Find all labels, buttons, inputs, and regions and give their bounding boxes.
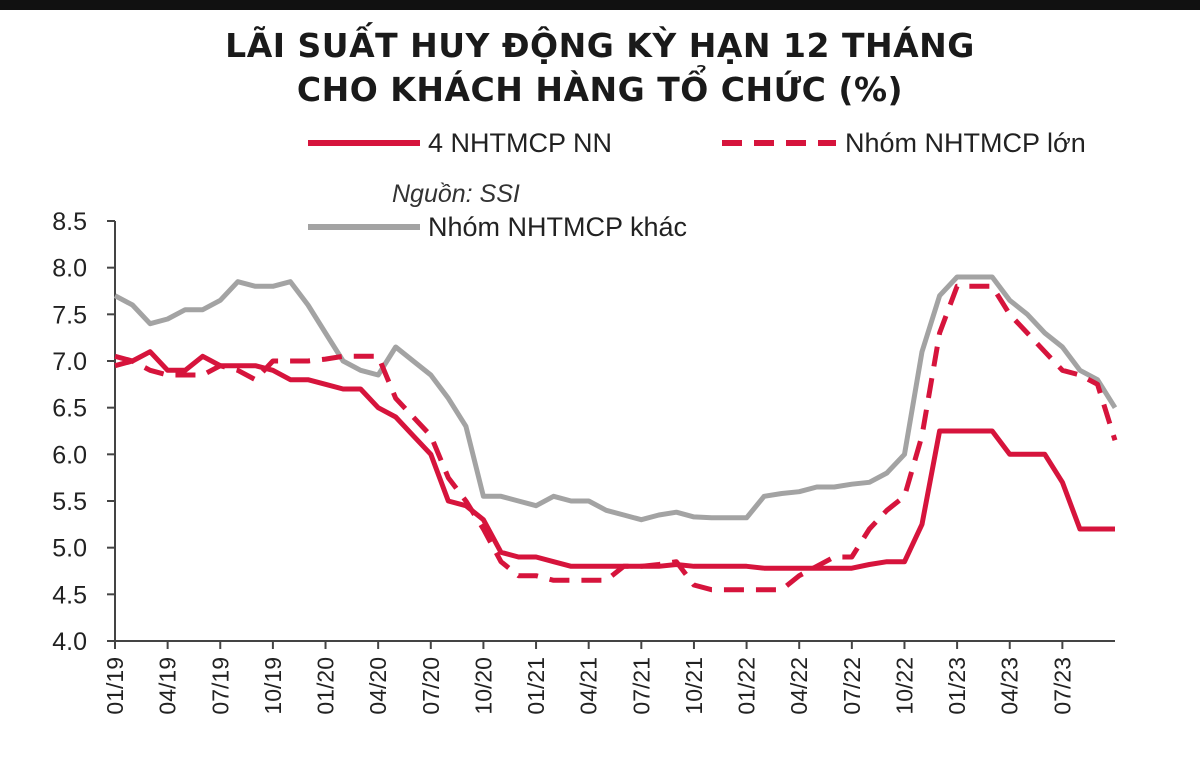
x-tick-label: 04/20 [365,657,391,715]
x-tick-label: 07/20 [418,657,444,715]
x-tick-label: 07/21 [628,657,654,715]
y-tick-label: 7.0 [52,348,87,376]
y-tick-label: 7.5 [52,301,87,329]
x-tick-label: 01/19 [102,657,128,715]
legend-label-4-nhtmcp-nn: 4 NHTMCP NN [428,128,613,158]
series-line-nhom-nhtmcp-lon [114,283,1118,593]
x-tick-label: 01/23 [944,657,970,715]
y-tick-label: 6.0 [52,441,87,469]
x-tick-label: 10/19 [260,657,286,715]
legend-label-nhom-nhtmcp-khac: Nhóm NHTMCP khác [428,212,688,242]
x-tick-label: 01/22 [734,657,760,715]
legend-label-nhom-nhtmcp-lon: Nhóm NHTMCP lớn [845,128,1086,158]
x-tick-label: 07/23 [1049,657,1075,715]
top-border-bar [0,0,1200,10]
x-tick-label: 07/19 [207,657,233,715]
y-tick-label: 4.5 [52,581,87,609]
source-note: Nguồn: SSI [392,180,520,208]
y-tick-label: 8.0 [52,255,87,283]
x-tick-label: 10/20 [470,657,496,715]
x-tick-label: 10/21 [681,657,707,715]
y-tick-label: 4.0 [52,628,87,656]
x-tick-label: 01/20 [313,657,339,715]
y-tick-label: 5.0 [52,535,87,563]
chart-title-line-2: CHO KHÁCH HÀNG TỔ CHỨC (%) [296,70,904,109]
y-tick-label: 8.5 [52,208,87,236]
x-tick-label: 04/23 [997,657,1023,715]
x-tick-label: 07/22 [839,657,865,715]
x-tick-label: 04/22 [786,657,812,715]
x-tick-label: 10/22 [891,657,917,715]
x-tick-label: 04/19 [155,657,181,715]
y-tick-label: 6.5 [52,395,87,423]
series-line-4-nhtmcp-nn [114,349,1115,571]
y-tick-label: 5.5 [52,488,87,516]
x-tick-label: 04/21 [576,657,602,715]
x-tick-label: 01/21 [523,657,549,715]
chart-title-line-1: LÃI SUẤT HUY ĐỘNG KỲ HẠN 12 THÁNG [225,26,975,65]
series-line-nhom-nhtmcp-khac [113,274,1118,523]
